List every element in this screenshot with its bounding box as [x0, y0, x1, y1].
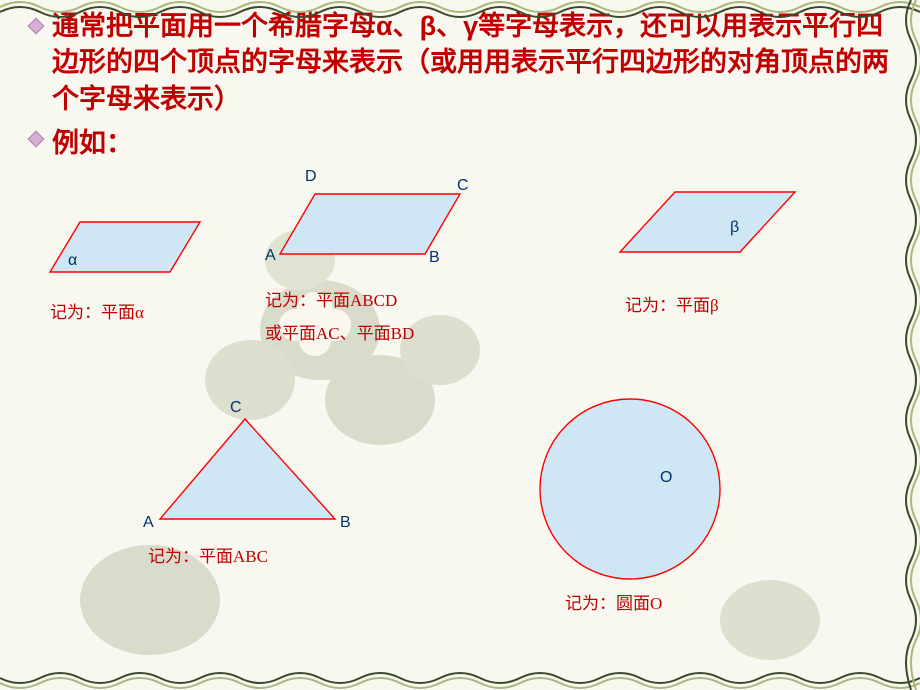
- bullet-icon: [30, 20, 42, 32]
- circle-o: [535, 394, 725, 584]
- border-bottom: [0, 670, 920, 690]
- paragraph-1-text: 通常把平面用一个希腊字母α、β、γ等字母表示，还可以用表示平行四边形的四个顶点的…: [52, 8, 890, 117]
- vertex-A-abcd: A: [265, 247, 276, 265]
- vertex-D-abcd: D: [305, 168, 317, 186]
- vertex-B-tri: B: [340, 514, 351, 532]
- figures-canvas: α 记为：平面α A B C D 记为：平面ABCD 或平面AC、平面BD β …: [30, 164, 890, 634]
- center-O: O: [660, 469, 672, 487]
- vertex-B-abcd: B: [429, 249, 440, 267]
- slide-content: 通常把平面用一个希腊字母α、β、γ等字母表示，还可以用表示平行四边形的四个顶点的…: [0, 0, 920, 634]
- alpha-label: α: [68, 252, 77, 270]
- parallelogram-alpha: [30, 212, 220, 287]
- example-label: 例如：: [52, 121, 133, 160]
- parallelogram-beta: [605, 182, 810, 267]
- paragraph-1: 通常把平面用一个希腊字母α、β、γ等字母表示，还可以用表示平行四边形的四个顶点的…: [30, 8, 890, 117]
- bullet-icon: [30, 133, 42, 145]
- caption-abcd-1: 记为：平面ABCD: [265, 286, 397, 311]
- vertex-A-tri: A: [143, 514, 154, 532]
- beta-label: β: [730, 219, 739, 237]
- caption-beta: 记为：平面β: [625, 291, 719, 316]
- paragraph-2: 例如：: [30, 121, 890, 160]
- vertex-C-tri: C: [230, 399, 242, 417]
- vertex-C-abcd: C: [457, 177, 469, 195]
- caption-abcd-2: 或平面AC、平面BD: [265, 319, 414, 344]
- caption-circle: 记为：圆面O: [565, 589, 662, 614]
- caption-triangle: 记为：平面ABC: [148, 542, 268, 567]
- triangle-abc: [135, 409, 355, 534]
- caption-alpha: 记为：平面α: [50, 298, 144, 323]
